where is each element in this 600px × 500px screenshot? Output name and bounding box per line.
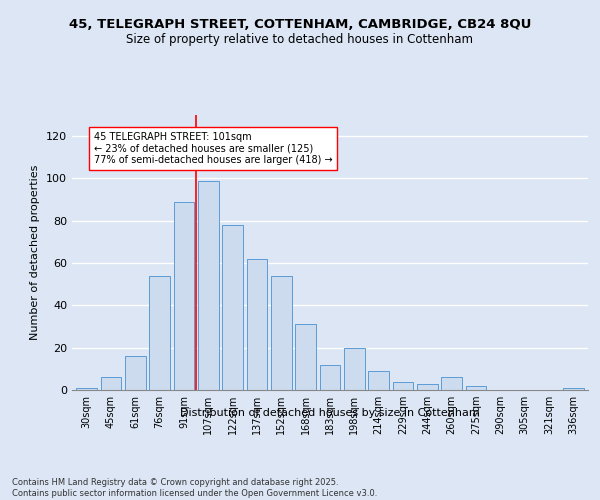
- Text: Distribution of detached houses by size in Cottenham: Distribution of detached houses by size …: [180, 408, 480, 418]
- Bar: [442, 378, 462, 390]
- Bar: [149, 276, 170, 390]
- Bar: [563, 388, 584, 390]
- Bar: [295, 324, 316, 390]
- Bar: [392, 382, 413, 390]
- Bar: [198, 180, 218, 390]
- Bar: [271, 276, 292, 390]
- Bar: [247, 259, 268, 390]
- Bar: [222, 225, 243, 390]
- Bar: [344, 348, 365, 390]
- Bar: [368, 371, 389, 390]
- Text: 45, TELEGRAPH STREET, COTTENHAM, CAMBRIDGE, CB24 8QU: 45, TELEGRAPH STREET, COTTENHAM, CAMBRID…: [69, 18, 531, 30]
- Bar: [320, 364, 340, 390]
- Text: Size of property relative to detached houses in Cottenham: Size of property relative to detached ho…: [127, 32, 473, 46]
- Bar: [101, 378, 121, 390]
- Bar: [466, 386, 487, 390]
- Bar: [76, 388, 97, 390]
- Text: Contains HM Land Registry data © Crown copyright and database right 2025.
Contai: Contains HM Land Registry data © Crown c…: [12, 478, 377, 498]
- Y-axis label: Number of detached properties: Number of detached properties: [31, 165, 40, 340]
- Bar: [173, 202, 194, 390]
- Bar: [417, 384, 438, 390]
- Bar: [125, 356, 146, 390]
- Text: 45 TELEGRAPH STREET: 101sqm
← 23% of detached houses are smaller (125)
77% of se: 45 TELEGRAPH STREET: 101sqm ← 23% of det…: [94, 132, 332, 165]
